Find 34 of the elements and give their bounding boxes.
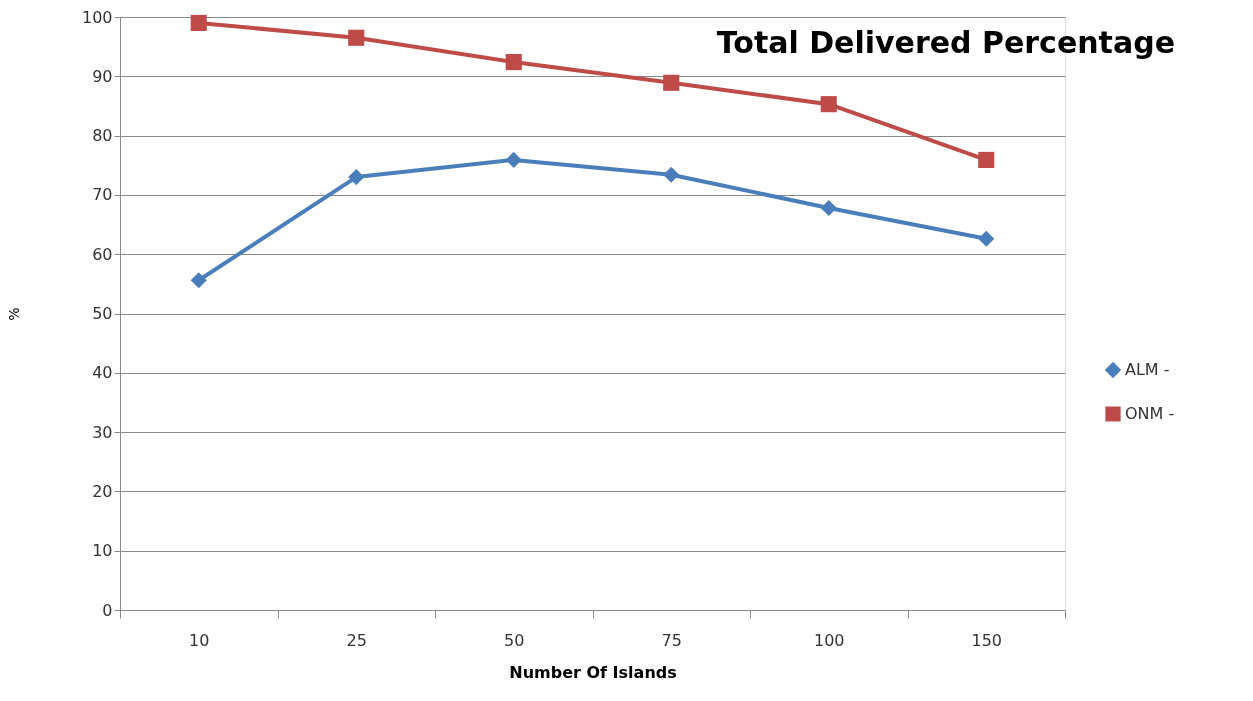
point <box>663 74 680 91</box>
point <box>820 96 837 113</box>
y-tick-label: 20 <box>92 481 113 501</box>
x-tick-label: 100 <box>813 630 845 650</box>
y-tick-label: 40 <box>92 363 113 383</box>
x-tick-label: 10 <box>189 630 210 650</box>
y-tick-label: 60 <box>92 244 113 264</box>
x-axis-title: Number Of Islands <box>509 662 677 682</box>
y-tick-label: 100 <box>81 7 113 27</box>
y-axis-title: % <box>5 307 22 321</box>
x-tick-label: 150 <box>971 630 1003 650</box>
point <box>978 151 995 168</box>
point <box>505 54 522 71</box>
chart-title: Total Delivered Percentage <box>716 25 1175 60</box>
legend-label: ALM - <box>1125 360 1170 379</box>
y-tick-label: 70 <box>92 185 113 205</box>
point <box>190 14 207 31</box>
x-tick-label: 25 <box>346 630 367 650</box>
point <box>978 230 995 247</box>
point <box>348 29 365 46</box>
y-tick-label: 80 <box>92 126 113 146</box>
legend-label: ONM - <box>1125 404 1175 423</box>
y-tick-label: 90 <box>92 66 113 86</box>
y-tick-label: 0 <box>102 600 113 620</box>
y-tick-label: 30 <box>92 422 113 442</box>
point <box>348 169 365 186</box>
point <box>505 151 522 168</box>
y-tick-label: 10 <box>92 541 113 561</box>
x-tick-label: 75 <box>661 630 682 650</box>
point <box>663 166 680 183</box>
point <box>190 272 207 289</box>
point <box>820 199 837 217</box>
x-tick-label: 50 <box>504 630 525 650</box>
y-tick-label: 50 <box>92 304 113 323</box>
